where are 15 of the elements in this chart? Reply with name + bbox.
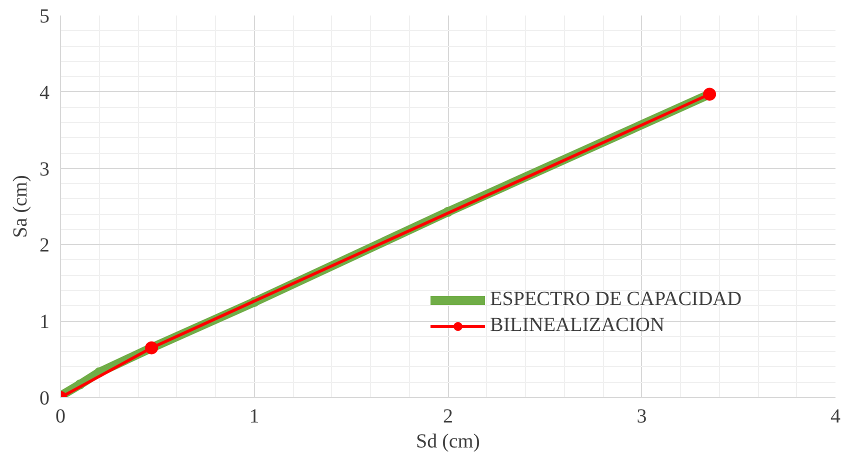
x-tick-label: 2 bbox=[443, 406, 453, 428]
y-axis-title: Sa (cm) bbox=[10, 175, 32, 238]
y-tick-label: 3 bbox=[40, 158, 50, 180]
y-tick-label: 0 bbox=[40, 388, 50, 410]
y-tick-label: 5 bbox=[40, 6, 50, 28]
legend-label: ESPECTRO DE CAPACIDAD bbox=[490, 288, 743, 311]
x-tick-label: 1 bbox=[249, 406, 260, 428]
x-tick-label: 4 bbox=[830, 406, 840, 428]
y-tick-label: 1 bbox=[40, 311, 50, 334]
x-tick-label: 0 bbox=[56, 406, 66, 428]
y-tick-label: 4 bbox=[40, 82, 50, 104]
x-axis-title: Sd (cm) bbox=[416, 430, 480, 452]
legend-label: BILINEALIZACION bbox=[490, 314, 666, 337]
x-tick-label: 3 bbox=[636, 406, 647, 428]
y-tick-label: 2 bbox=[40, 234, 50, 257]
